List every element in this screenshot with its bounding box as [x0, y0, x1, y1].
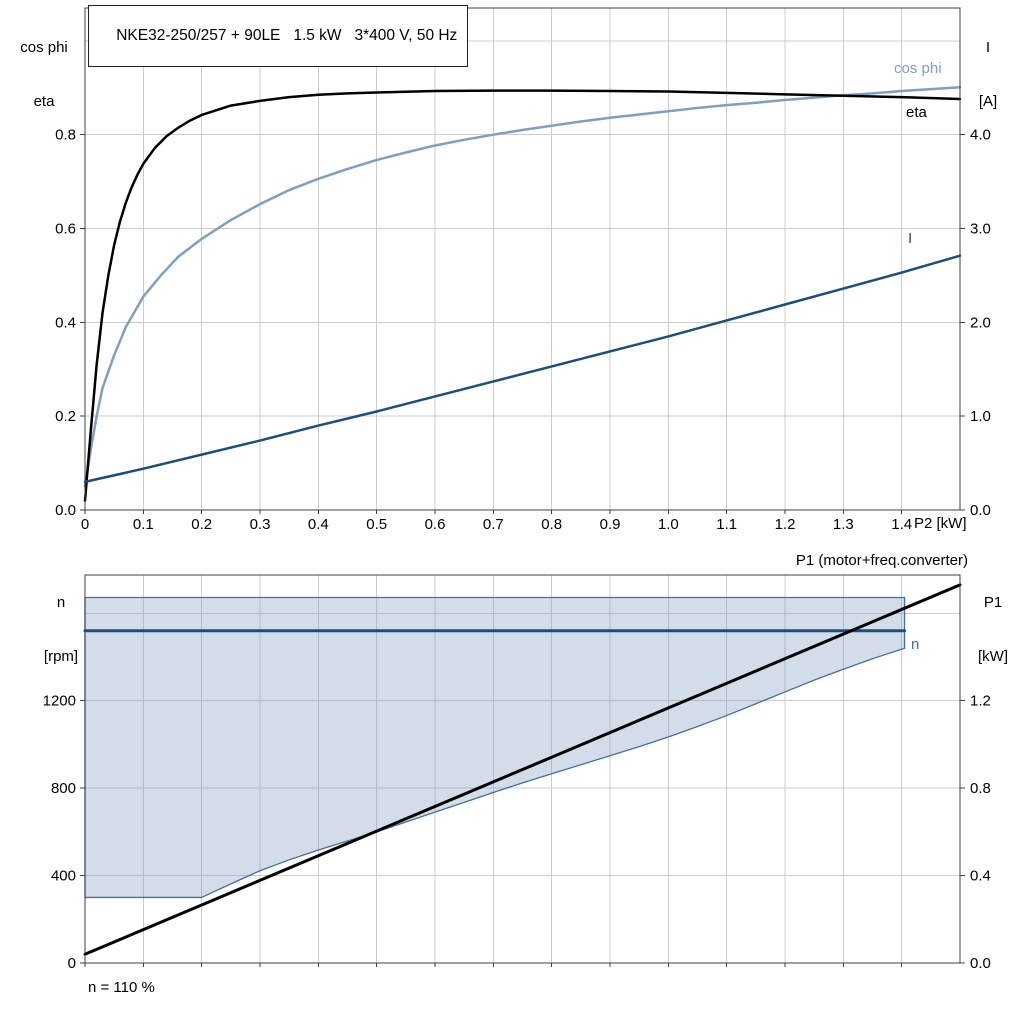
- right-tick-label: 0.8: [970, 780, 991, 797]
- axis-title-line: eta: [33, 93, 55, 110]
- axis-title-line: P1: [983, 594, 1003, 611]
- n-curve-label: n: [911, 636, 920, 653]
- axis-title-line: [rpm]: [43, 648, 79, 665]
- bottom-left-axis-title: n [rpm]: [28, 558, 94, 702]
- left-tick-label: 400: [51, 868, 76, 885]
- x-tick-label: 0.5: [366, 516, 387, 533]
- axis-title-line: n: [56, 594, 66, 611]
- axis-title-line: [A]: [978, 93, 998, 110]
- x-tick-label: 0.2: [191, 516, 212, 533]
- right-tick-label: 1.2: [970, 693, 991, 710]
- left-tick-label: 800: [51, 780, 76, 797]
- series-p1: [83, 583, 962, 956]
- p1-header-label: P1 (motor+freq.converter): [795, 552, 968, 569]
- right-tick-label: 0.4: [970, 868, 991, 885]
- plot-frame: [84, 7, 961, 511]
- x-tick-label: 1.0: [658, 516, 679, 533]
- right-tick-label: 0.0: [970, 955, 991, 972]
- current-curve-label: I: [908, 230, 913, 247]
- x-tick-label: 0.7: [483, 516, 504, 533]
- plot-frame: [84, 574, 961, 964]
- right-tick-label: 2.0: [970, 314, 991, 331]
- right-tick-label: 3.0: [970, 221, 991, 238]
- top-left-axis-title: cos phi eta: [8, 3, 80, 147]
- chart-title-box: NKE32-250/257 + 90LE 1.5 kW 3*400 V, 50 …: [88, 5, 469, 67]
- x-tick-label: 0.8: [541, 516, 562, 533]
- x-tick-label: 1.1: [716, 516, 737, 533]
- top-right-axis-title: I [A]: [962, 3, 1014, 147]
- x-axis-label: P2 [kW]: [914, 515, 967, 532]
- left-tick-label: 0.6: [55, 221, 76, 238]
- eta-curve-label: eta: [906, 104, 927, 121]
- right-tick-label: 4.0: [970, 127, 991, 144]
- left-tick-label: 0: [68, 955, 76, 972]
- left-tick-label: 0.4: [55, 314, 76, 331]
- cos-phi-curve-label: cos phi: [894, 60, 942, 77]
- x-tick-label: 0.4: [308, 516, 329, 533]
- left-tick-label: 0.8: [55, 127, 76, 144]
- left-tick-label: 0.2: [55, 408, 76, 425]
- series-eta: [83, 89, 962, 502]
- x-tick-label: 0: [81, 516, 89, 533]
- right-tick-label: 1.0: [970, 408, 991, 425]
- x-tick-label: 0.6: [425, 516, 446, 533]
- axis-title-line: cos phi: [20, 39, 68, 56]
- series-cos-phi: [83, 86, 962, 488]
- axis-title-line: [kW]: [978, 648, 1008, 665]
- right-tick-label: 0.0: [970, 502, 991, 519]
- speed-range-band: [84, 596, 906, 899]
- speed-footnote: n = 110 %: [88, 979, 155, 996]
- x-tick-label: 1.4: [891, 516, 912, 533]
- series-current: [83, 254, 962, 484]
- left-tick-label: 0.0: [55, 502, 76, 519]
- x-tick-label: 1.3: [833, 516, 854, 533]
- bottom-right-axis-title: P1 [kW]: [964, 558, 1022, 702]
- x-tick-label: 0.9: [600, 516, 621, 533]
- axis-title-line: I: [985, 39, 991, 56]
- x-tick-label: 0.1: [133, 516, 154, 533]
- chart-title: NKE32-250/257 + 90LE 1.5 kW 3*400 V, 50 …: [116, 27, 458, 44]
- x-tick-label: 0.3: [250, 516, 271, 533]
- x-tick-label: 1.2: [775, 516, 796, 533]
- left-tick-label: 1200: [43, 693, 76, 710]
